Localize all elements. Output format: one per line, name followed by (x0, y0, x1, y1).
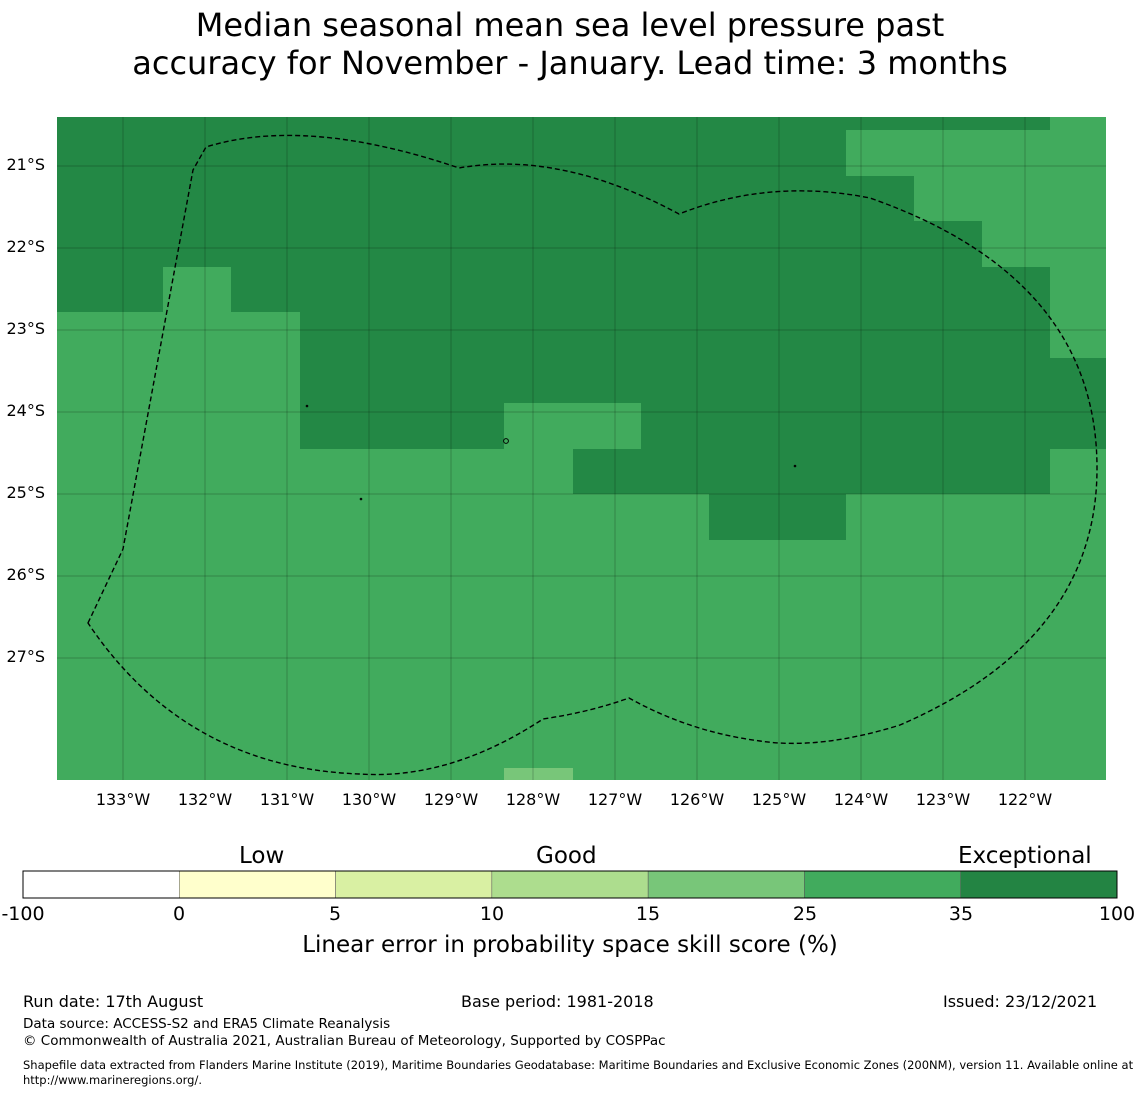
shapefile-credit: Shapefile data extracted from Flanders M… (23, 1058, 1134, 1087)
lon-label: 123°W (915, 790, 971, 809)
colorbar-segment (491, 870, 649, 899)
colorbar-frame (22, 870, 1118, 899)
colorbar-category-low: Low (239, 843, 285, 869)
island-marker (305, 404, 309, 408)
colorbar-label: Linear error in probability space skill … (302, 932, 838, 958)
colorbar (22, 870, 1118, 899)
colorbar-tick: 25 (792, 903, 818, 925)
colorbar-tick: -100 (1, 903, 45, 925)
run-date: Run date: 17th August (23, 992, 204, 1011)
data-source: Data source: ACCESS-S2 and ERA5 Climate … (23, 1016, 391, 1032)
island-marker (793, 464, 797, 468)
colorbar-tick: 5 (328, 903, 342, 925)
skill-map (57, 117, 1106, 780)
exceptional-region-cell (57, 117, 1106, 540)
lat-label: 22°S (6, 237, 45, 256)
lon-label: 126°W (669, 790, 725, 809)
colorbar-tick: 100 (1098, 903, 1136, 925)
lon-label: 131°W (259, 790, 315, 809)
colorbar-segment (804, 870, 961, 899)
title-line-1: Median seasonal mean sea level pressure … (195, 6, 945, 44)
colorbar-category-good: Good (536, 843, 597, 869)
map-title: Median seasonal mean sea level pressure … (0, 6, 1140, 82)
colorbar-segment (960, 870, 1118, 899)
colorbar-segment (335, 870, 493, 899)
lat-label: 24°S (6, 401, 45, 420)
copyright: © Commonwealth of Australia 2021, Austra… (23, 1033, 666, 1049)
lon-label: 129°W (423, 790, 479, 809)
lat-label: 23°S (6, 319, 45, 338)
colorbar-category-exceptional: Exceptional (958, 843, 1092, 869)
lon-label: 125°W (751, 790, 807, 809)
colorbar-tick: 0 (172, 903, 186, 925)
lat-label: 27°S (6, 647, 45, 666)
lon-label: 130°W (341, 790, 397, 809)
issued-date: Issued: 23/12/2021 (943, 992, 1098, 1011)
colorbar-tick: 35 (948, 903, 974, 925)
lon-label: 124°W (833, 790, 889, 809)
colorbar-segment (22, 870, 180, 899)
colorbar-tick: 10 (479, 903, 505, 925)
colorbar-segment (647, 870, 805, 899)
map-cells (57, 117, 1106, 780)
good-high-cell (504, 768, 573, 780)
base-period: Base period: 1981-2018 (461, 992, 654, 1011)
lon-label: 128°W (505, 790, 561, 809)
lat-label: 26°S (6, 565, 45, 584)
lat-label: 25°S (6, 483, 45, 502)
eez-boundary (87, 134, 1098, 776)
grid-lines (57, 117, 1106, 780)
lon-label: 133°W (95, 790, 151, 809)
colorbar-segments (22, 870, 1118, 899)
lon-label: 132°W (177, 790, 233, 809)
lat-label: 21°S (6, 155, 45, 174)
lon-label: 122°W (997, 790, 1053, 809)
lon-label: 127°W (587, 790, 643, 809)
island-markers (305, 404, 797, 501)
island-marker (503, 438, 509, 444)
title-line-2: accuracy for November - January. Lead ti… (132, 44, 1008, 82)
colorbar-tick: 15 (635, 903, 661, 925)
island-marker (359, 497, 363, 501)
colorbar-segment (179, 870, 336, 899)
